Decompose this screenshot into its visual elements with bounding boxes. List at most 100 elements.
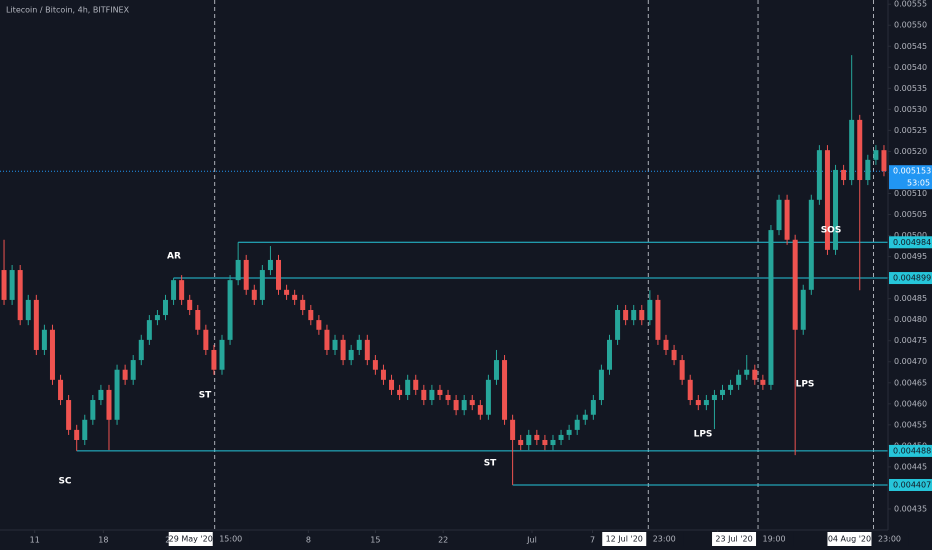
candle-body	[66, 400, 72, 430]
candle-body	[429, 389, 435, 401]
time-marker-time-box	[213, 532, 250, 546]
candle-body	[849, 119, 855, 181]
candle-body	[445, 394, 451, 401]
candle-body	[413, 379, 419, 390]
x-tick-label: 22	[438, 536, 448, 545]
candle-body	[171, 280, 177, 300]
y-tick-label: 0.00500	[894, 231, 927, 240]
candle-body	[502, 360, 508, 420]
time-marker-time: 15:00	[219, 535, 242, 544]
candle-body	[679, 360, 685, 380]
level-label: 0.004407	[893, 480, 931, 489]
candle-body	[865, 159, 871, 181]
candle-body	[421, 389, 427, 401]
time-marker-date: 23 Jul '20	[715, 535, 752, 544]
annotation: ST	[484, 459, 497, 469]
candle-body	[526, 434, 532, 446]
time-marker-time-box	[647, 532, 684, 546]
last-price-box	[889, 165, 932, 190]
candle-body	[397, 389, 403, 395]
candle-body	[437, 389, 443, 395]
candle-body	[243, 259, 249, 290]
time-marker-date: 29 May '20	[169, 535, 213, 544]
candle-body	[453, 400, 459, 411]
y-tick-label: 0.00535	[894, 84, 927, 93]
candle-body	[292, 294, 298, 300]
candle-body	[405, 379, 411, 395]
time-marker-time-box	[757, 532, 794, 546]
candle-body	[33, 299, 39, 350]
candle-body	[90, 400, 96, 420]
candle-body	[841, 169, 847, 181]
candle-body	[1, 270, 7, 300]
candle-body	[510, 419, 516, 440]
candle-body	[760, 379, 766, 385]
candle-body	[711, 394, 717, 401]
candle-body	[808, 199, 814, 290]
y-tick-label: 0.00540	[894, 63, 927, 72]
candle-body	[380, 369, 386, 380]
candle-body	[324, 329, 330, 350]
candle-body	[9, 270, 15, 300]
candle-body	[736, 374, 742, 385]
annotation: AR	[167, 252, 181, 262]
candle-body	[259, 270, 265, 300]
candle-body	[146, 320, 152, 340]
y-tick-label: 0.00470	[894, 357, 927, 366]
candle-body	[114, 369, 120, 420]
candle-body	[671, 349, 677, 361]
candle-body	[695, 400, 701, 406]
candle-body	[122, 369, 128, 380]
candle-body	[340, 339, 346, 361]
x-tick-label: Jul	[526, 536, 537, 545]
candle-body	[833, 169, 839, 250]
level-label-box	[889, 478, 932, 491]
candle-body	[316, 320, 322, 330]
x-tick-label: 11	[30, 536, 40, 545]
x-tick-label: 8	[306, 536, 311, 545]
y-tick-label: 0.00520	[894, 147, 927, 156]
candle-body	[17, 270, 23, 321]
candle-body	[154, 315, 160, 321]
candle-body	[25, 299, 31, 321]
candle-body	[356, 339, 362, 350]
time-marker-time: 19:00	[762, 535, 785, 544]
candle-body	[606, 339, 612, 370]
candle-body	[469, 400, 475, 406]
y-tick-label: 0.00555	[894, 0, 927, 9]
candle-body	[857, 119, 863, 181]
y-tick-label: 0.00525	[894, 126, 927, 135]
candle-body	[251, 289, 257, 300]
candle-body	[300, 299, 306, 311]
candle-body	[493, 360, 499, 380]
candle-body	[873, 150, 879, 160]
y-tick-label: 0.00475	[894, 336, 927, 345]
level-label-box	[889, 444, 932, 457]
candle-body	[364, 339, 370, 361]
candle-body	[768, 230, 774, 385]
y-tick-label: 0.00495	[894, 252, 927, 261]
candle-body	[784, 199, 790, 240]
candle-body	[598, 369, 604, 401]
candle-body	[720, 389, 726, 395]
candle-body	[655, 299, 661, 340]
y-tick-label: 0.00460	[894, 399, 927, 408]
y-tick-label: 0.00510	[894, 189, 927, 198]
candle-body	[284, 289, 290, 295]
candle-body	[308, 310, 314, 321]
candle-body	[162, 299, 168, 316]
chart-title: Litecoin / Bitcoin, 4h, BITFINEX	[6, 6, 130, 15]
time-marker-date-box	[712, 532, 757, 546]
level-label: 0.004984	[893, 238, 931, 247]
candle-body	[728, 384, 734, 390]
candle-body	[179, 280, 185, 300]
time-marker-date-box	[602, 532, 647, 546]
time-marker-date-box	[827, 532, 872, 546]
candle-body	[752, 369, 758, 380]
time-marker-date: 12 Jul '20	[606, 535, 643, 544]
candle-body	[461, 400, 467, 411]
time-marker-date: 04 Aug '20	[828, 535, 871, 544]
y-tick-label: 0.00505	[894, 210, 927, 219]
